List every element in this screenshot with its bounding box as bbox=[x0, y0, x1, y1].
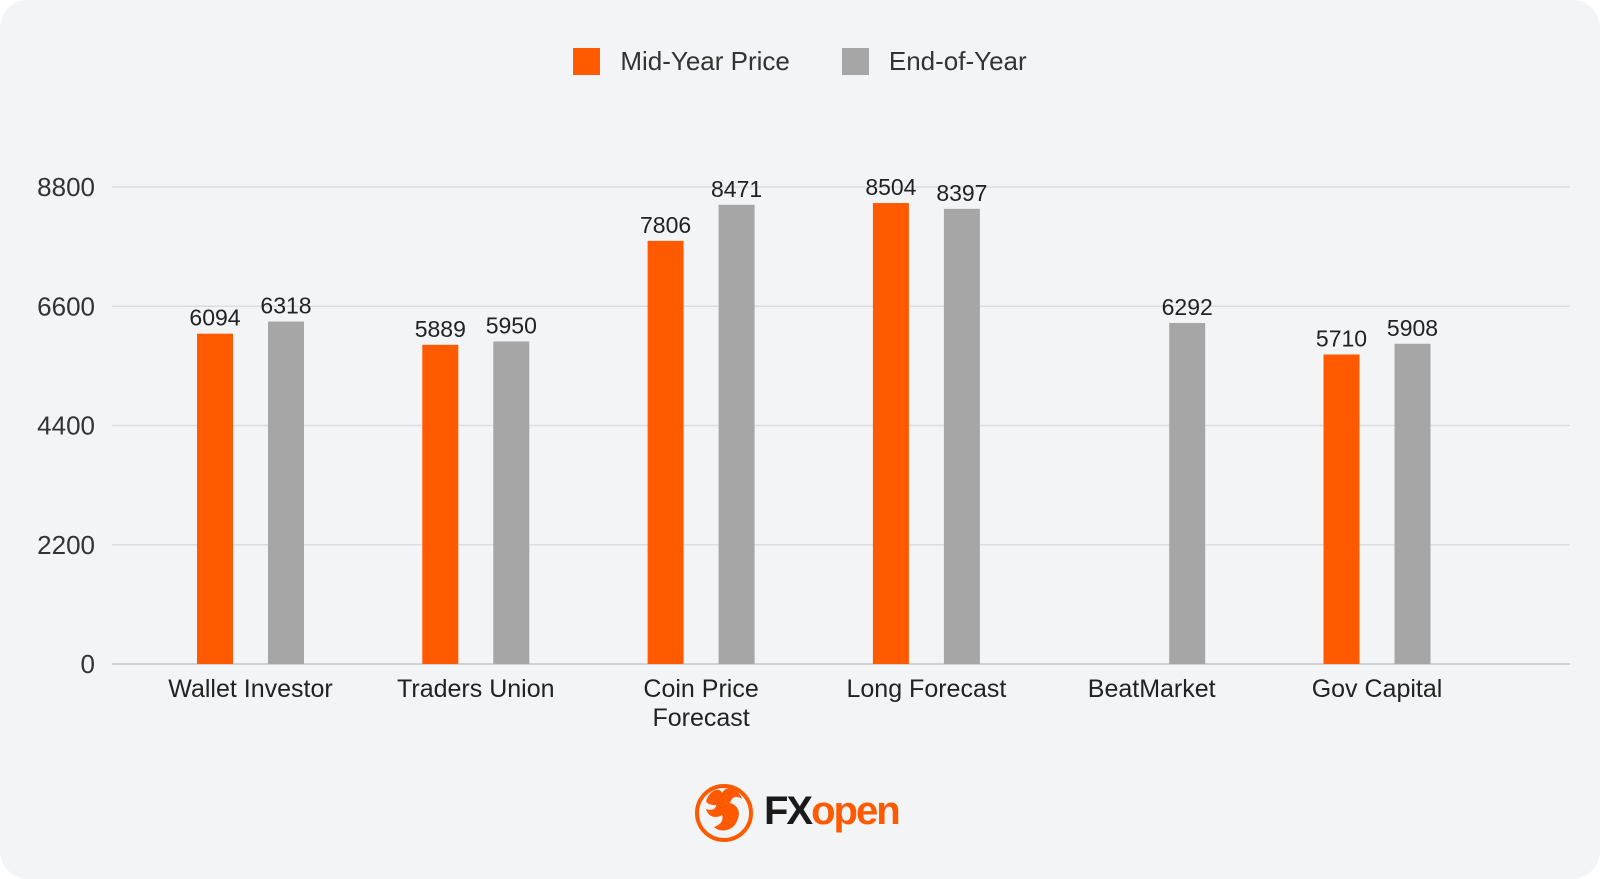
y-tick-label: 0 bbox=[81, 649, 95, 679]
legend-label-end-of-year: End-of-Year bbox=[888, 46, 1027, 76]
data-label: 8471 bbox=[711, 176, 762, 202]
bar-mid-year bbox=[1323, 354, 1360, 664]
legend-item-end-of-year: End-of-Year bbox=[841, 46, 1027, 77]
data-label: 8504 bbox=[865, 174, 916, 200]
x-tick-label: BeatMarket bbox=[1088, 675, 1216, 703]
x-tick-label: Traders Union bbox=[397, 675, 554, 703]
bar-end-of-year bbox=[1394, 343, 1431, 664]
brand-logo: FXopen bbox=[692, 778, 912, 844]
data-label: 6094 bbox=[189, 305, 240, 331]
legend: Mid-Year Price End-of-Year bbox=[0, 46, 1600, 77]
bar-mid-year bbox=[422, 344, 459, 664]
logo-text-open: open bbox=[811, 788, 901, 833]
data-label: 8397 bbox=[936, 180, 987, 206]
bar-mid-year bbox=[872, 203, 909, 664]
bar-end-of-year bbox=[943, 208, 980, 665]
y-tick-label: 2200 bbox=[37, 530, 95, 560]
data-label: 5889 bbox=[415, 316, 466, 342]
y-tick-label: 6600 bbox=[37, 291, 95, 321]
logo-text: FXopen bbox=[764, 788, 901, 834]
data-label: 5710 bbox=[1316, 325, 1367, 351]
legend-swatch-mid-year bbox=[573, 48, 601, 75]
legend-label-mid-year: Mid-Year Price bbox=[620, 46, 790, 76]
bar-end-of-year bbox=[493, 341, 530, 664]
bar-end-of-year bbox=[718, 204, 755, 664]
x-tick-label: Forecast bbox=[652, 704, 749, 732]
legend-item-mid-year: Mid-Year Price bbox=[573, 46, 790, 77]
legend-swatch-end-of-year bbox=[841, 48, 869, 75]
bar-mid-year bbox=[647, 240, 684, 664]
data-label: 6292 bbox=[1162, 294, 1213, 320]
bull-logo-icon bbox=[695, 784, 753, 842]
data-label: 5950 bbox=[486, 312, 537, 338]
bar-mid-year bbox=[197, 333, 233, 664]
data-label: 7806 bbox=[640, 212, 691, 238]
y-tick-label: 8800 bbox=[37, 172, 95, 202]
x-tick-label: Long Forecast bbox=[846, 675, 1006, 703]
data-label: 6318 bbox=[260, 293, 311, 319]
data-label: 5908 bbox=[1387, 315, 1438, 341]
x-tick-label: Wallet Investor bbox=[168, 675, 332, 703]
x-tick-label: Coin Price bbox=[643, 675, 758, 703]
bar-end-of-year bbox=[1169, 322, 1206, 664]
logo-text-fx: FX bbox=[764, 788, 813, 833]
y-tick-label: 4400 bbox=[37, 411, 95, 441]
bar-end-of-year bbox=[268, 321, 304, 664]
x-tick-label: Gov Capital bbox=[1312, 675, 1443, 703]
